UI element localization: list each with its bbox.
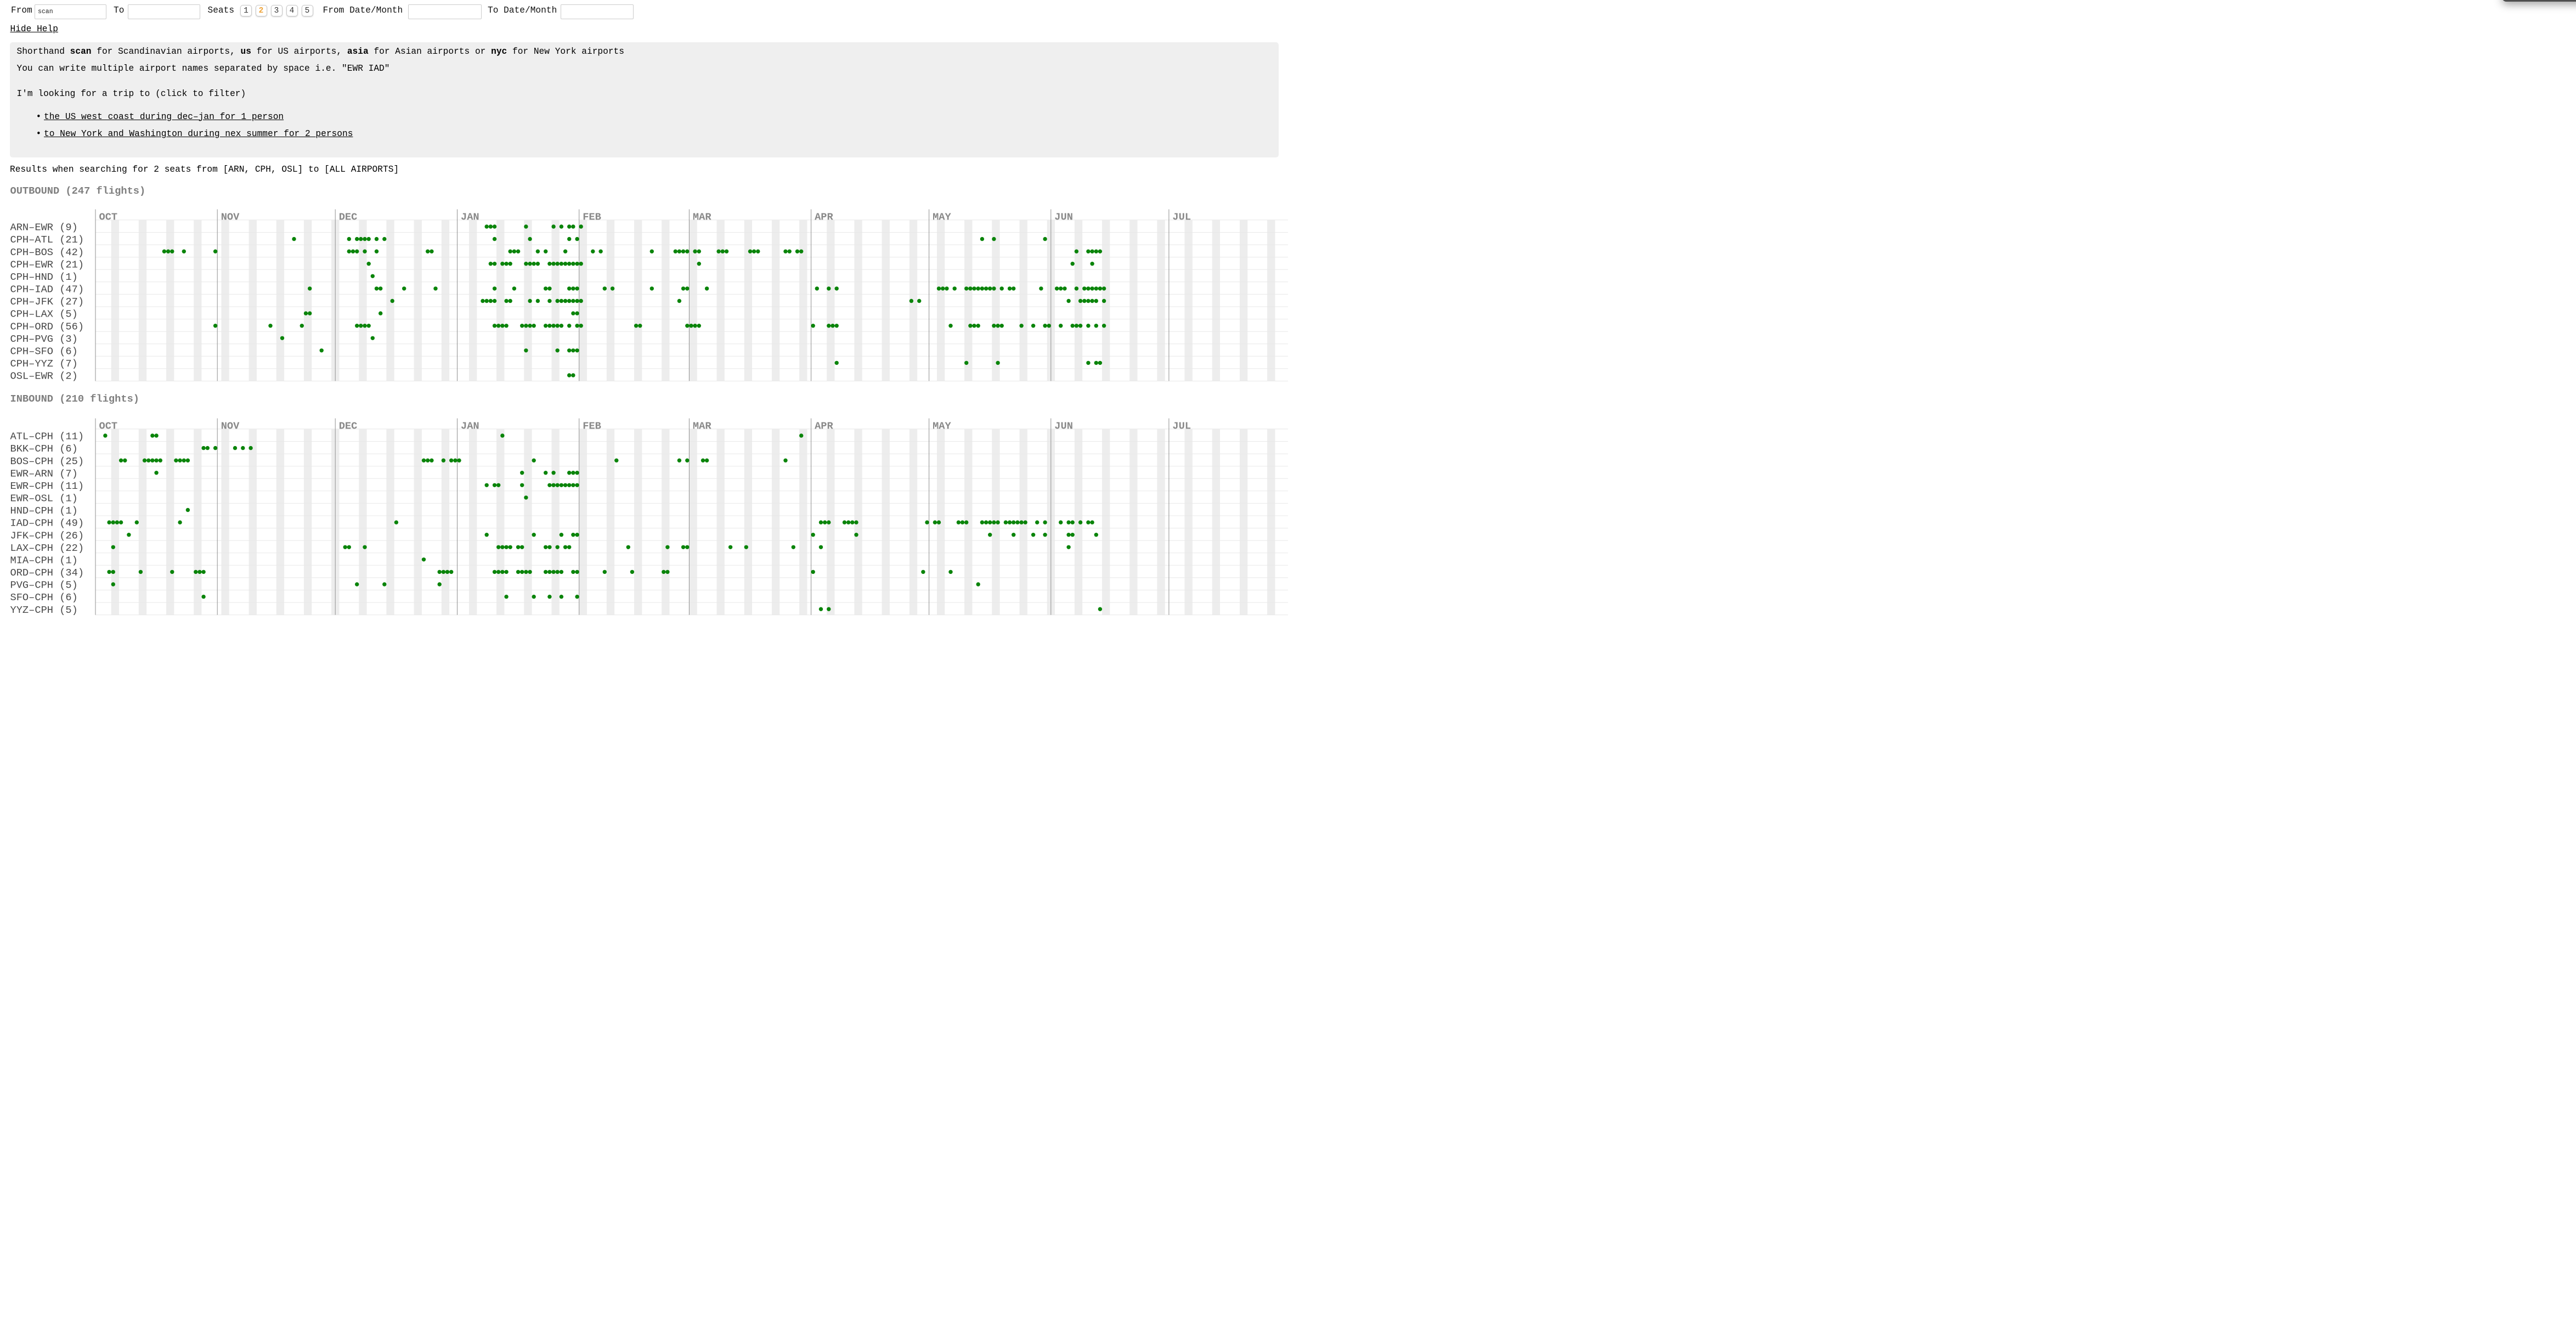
svg-text:APR: APR — [815, 211, 833, 223]
svg-text:CPH–JFK (27): CPH–JFK (27) — [10, 296, 84, 308]
svg-text:BKK–CPH (6): BKK–CPH (6) — [10, 443, 78, 455]
svg-text:LAX–CPH (22): LAX–CPH (22) — [10, 542, 84, 554]
svg-text:CPH–IAD (47): CPH–IAD (47) — [10, 284, 84, 296]
svg-text:CPH–ATL (21): CPH–ATL (21) — [10, 234, 84, 246]
svg-text:ORD–CPH (34): ORD–CPH (34) — [10, 567, 84, 579]
svg-text:MAY: MAY — [933, 211, 951, 223]
svg-text:DEC: DEC — [339, 211, 358, 223]
svg-text:JUL: JUL — [1172, 420, 1191, 432]
svg-text:CPH–PVG (3): CPH–PVG (3) — [10, 333, 78, 345]
svg-text:JAN: JAN — [461, 211, 479, 223]
svg-text:CPH–EWR (21): CPH–EWR (21) — [10, 258, 84, 270]
svg-text:CPH–SFO (6): CPH–SFO (6) — [10, 345, 78, 357]
svg-text:MIA–CPH (1): MIA–CPH (1) — [10, 554, 78, 566]
svg-text:JAN: JAN — [461, 420, 479, 432]
svg-text:CPH–LAX (5): CPH–LAX (5) — [10, 308, 78, 320]
svg-text:BOS–CPH (25): BOS–CPH (25) — [10, 455, 84, 467]
svg-text:HND–CPH (1): HND–CPH (1) — [10, 505, 78, 517]
svg-text:NOV: NOV — [221, 211, 240, 223]
svg-text:MAR: MAR — [693, 420, 711, 432]
svg-text:OCT: OCT — [99, 420, 118, 432]
svg-text:DEC: DEC — [339, 420, 358, 432]
svg-text:PVG–CPH (5): PVG–CPH (5) — [10, 579, 78, 591]
svg-text:YYZ–CPH (5): YYZ–CPH (5) — [10, 604, 78, 616]
svg-text:JUN: JUN — [1054, 211, 1073, 223]
svg-text:SFO–CPH (6): SFO–CPH (6) — [10, 591, 78, 604]
svg-text:APR: APR — [815, 420, 833, 432]
svg-text:JUN: JUN — [1054, 420, 1073, 432]
svg-text:IAD–CPH (49): IAD–CPH (49) — [10, 517, 84, 529]
svg-text:MAR: MAR — [693, 211, 711, 223]
svg-text:ARN–EWR (9): ARN–EWR (9) — [10, 222, 78, 234]
svg-text:CPH–HND (1): CPH–HND (1) — [10, 271, 78, 283]
svg-text:JUL: JUL — [1172, 211, 1191, 223]
svg-text:CPH–ORD (56): CPH–ORD (56) — [10, 320, 84, 332]
svg-text:FEB: FEB — [583, 211, 601, 223]
svg-text:OSL–EWR (2): OSL–EWR (2) — [10, 370, 78, 382]
svg-text:NOV: NOV — [221, 420, 240, 432]
svg-text:EWR–CPH (11): EWR–CPH (11) — [10, 480, 84, 492]
svg-text:EWR–ARN (7): EWR–ARN (7) — [10, 467, 78, 480]
svg-text:EWR–OSL (1): EWR–OSL (1) — [10, 493, 78, 505]
svg-text:ATL–CPH (11): ATL–CPH (11) — [10, 431, 84, 443]
svg-text:MAY: MAY — [933, 420, 951, 432]
svg-text:CPH–YYZ (7): CPH–YYZ (7) — [10, 358, 78, 370]
svg-text:FEB: FEB — [583, 420, 601, 432]
svg-text:CPH–BOS (42): CPH–BOS (42) — [10, 246, 84, 258]
svg-text:JFK–CPH (26): JFK–CPH (26) — [10, 529, 84, 542]
svg-text:OCT: OCT — [99, 211, 118, 223]
